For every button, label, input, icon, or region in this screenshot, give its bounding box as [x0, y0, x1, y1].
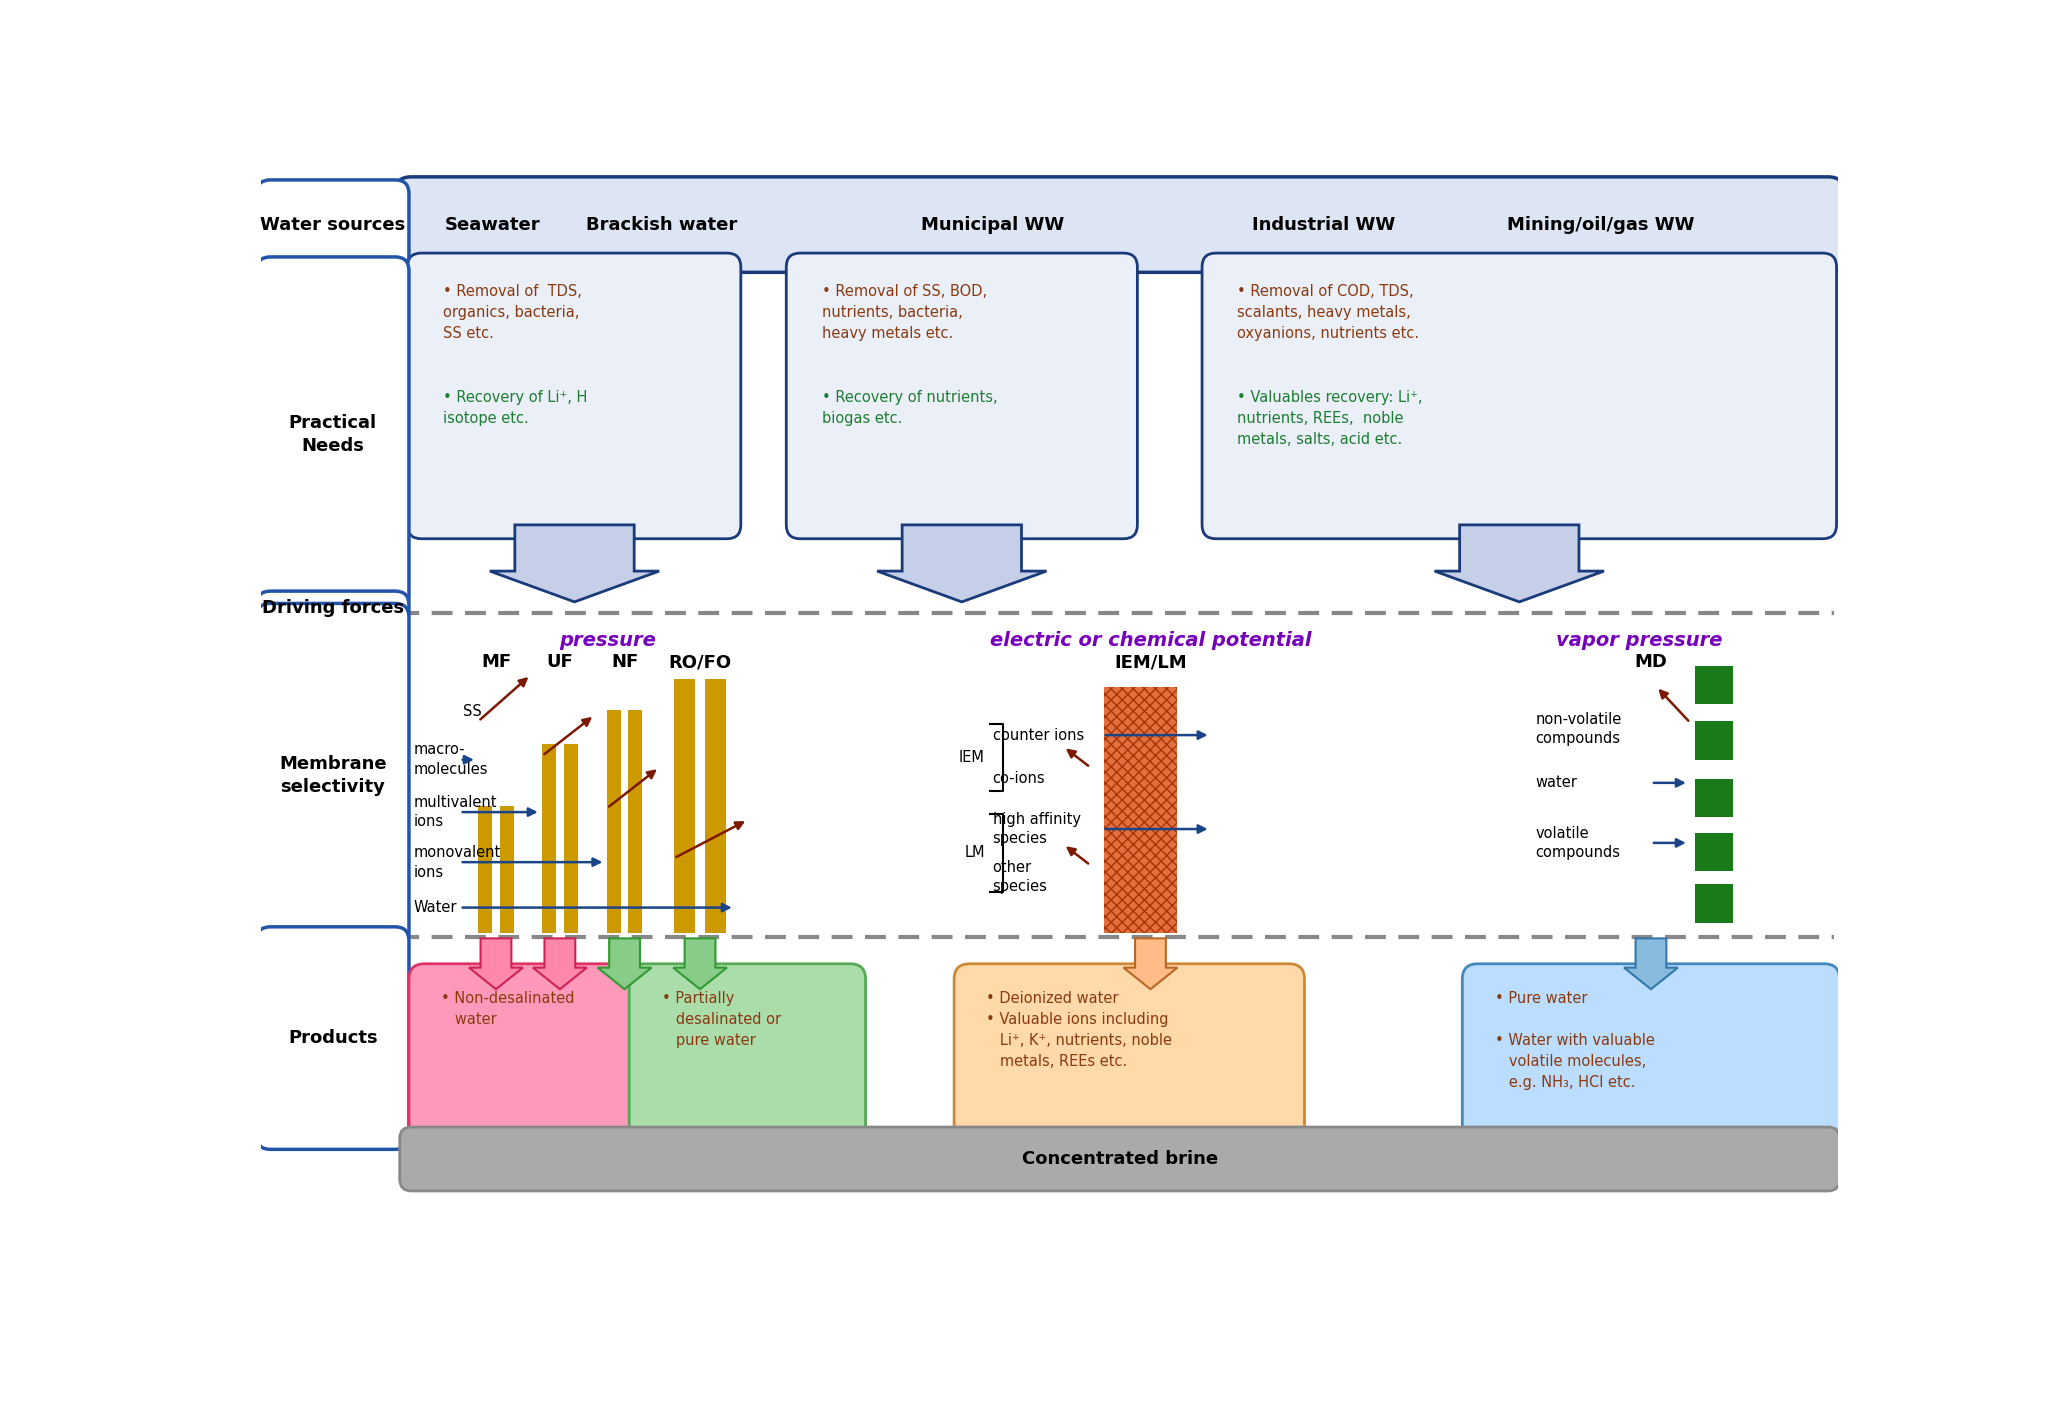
Text: Industrial WW: Industrial WW [1251, 215, 1395, 234]
Text: NF: NF [610, 653, 639, 671]
Text: • Removal of SS, BOD,
nutrients, bacteria,
heavy metals etc.: • Removal of SS, BOD, nutrients, bacteri… [821, 283, 987, 341]
Text: electric or chemical potential: electric or chemical potential [989, 632, 1311, 650]
Text: other
species: other species [993, 860, 1047, 893]
Polygon shape [1624, 939, 1677, 990]
FancyBboxPatch shape [1202, 253, 1837, 538]
FancyBboxPatch shape [954, 964, 1305, 1147]
Bar [563, 745, 578, 933]
Text: co-ions: co-ions [993, 772, 1044, 786]
Bar [1696, 721, 1733, 760]
Text: MD: MD [1634, 653, 1667, 671]
Polygon shape [469, 939, 522, 990]
Text: • Recovery of nutrients,
biogas etc.: • Recovery of nutrients, biogas etc. [821, 391, 997, 426]
Polygon shape [489, 525, 659, 602]
Polygon shape [877, 525, 1047, 602]
FancyBboxPatch shape [256, 180, 410, 269]
Polygon shape [532, 939, 588, 990]
Text: • Recovery of Li⁺, H
isotope etc.: • Recovery of Li⁺, H isotope etc. [442, 391, 588, 426]
Text: • Partially
   desalinated or
   pure water: • Partially desalinated or pure water [662, 991, 780, 1048]
Bar [674, 678, 696, 933]
Text: Seawater: Seawater [444, 215, 541, 234]
FancyBboxPatch shape [399, 1127, 1839, 1191]
Text: Driving forces: Driving forces [262, 599, 403, 616]
Text: water: water [1536, 776, 1577, 790]
Text: IEM: IEM [958, 749, 985, 765]
Text: Mining/oil/gas WW: Mining/oil/gas WW [1507, 215, 1694, 234]
Bar [1104, 687, 1178, 933]
FancyBboxPatch shape [1462, 964, 1839, 1147]
Text: multivalent
ions: multivalent ions [414, 794, 498, 830]
Text: Products: Products [289, 1029, 377, 1046]
Text: non-volatile
compounds: non-volatile compounds [1536, 712, 1622, 746]
Text: volatile
compounds: volatile compounds [1536, 826, 1620, 860]
Text: Practical
Needs: Practical Needs [289, 413, 377, 455]
Text: pressure: pressure [559, 632, 655, 650]
Bar [705, 678, 727, 933]
FancyBboxPatch shape [408, 253, 741, 538]
Text: • Removal of  TDS,
organics, bacteria,
SS etc.: • Removal of TDS, organics, bacteria, SS… [442, 283, 582, 341]
Text: Water sources: Water sources [260, 215, 406, 234]
FancyBboxPatch shape [395, 177, 1845, 272]
FancyBboxPatch shape [629, 964, 866, 1147]
Polygon shape [1434, 525, 1604, 602]
FancyBboxPatch shape [256, 590, 410, 624]
Bar [1696, 779, 1733, 817]
Bar [606, 709, 621, 933]
Bar [1104, 687, 1178, 933]
Polygon shape [598, 939, 651, 990]
Text: macro-
molecules: macro- molecules [414, 742, 487, 777]
Text: SS: SS [463, 705, 481, 719]
Bar [543, 745, 555, 933]
FancyBboxPatch shape [256, 927, 410, 1150]
Polygon shape [1124, 939, 1178, 990]
Polygon shape [674, 939, 727, 990]
Text: RO/FO: RO/FO [668, 653, 731, 671]
Text: counter ions: counter ions [993, 728, 1083, 742]
Bar [1696, 833, 1733, 871]
FancyBboxPatch shape [256, 256, 410, 612]
Bar [500, 806, 514, 933]
Text: Brackish water: Brackish water [586, 215, 737, 234]
Bar [1696, 885, 1733, 923]
Text: vapor pressure: vapor pressure [1556, 632, 1722, 650]
Bar [1696, 666, 1733, 704]
Text: Membrane
selectivity: Membrane selectivity [279, 755, 387, 796]
Text: IEM/LM: IEM/LM [1114, 653, 1186, 671]
Text: LM: LM [965, 845, 985, 861]
Text: • Valuables recovery: Li⁺,
nutrients, REEs,  noble
metals, salts, acid etc.: • Valuables recovery: Li⁺, nutrients, RE… [1237, 391, 1423, 447]
Text: Municipal WW: Municipal WW [922, 215, 1065, 234]
Text: • Non-desalinated
   water: • Non-desalinated water [440, 991, 575, 1027]
FancyBboxPatch shape [256, 603, 410, 947]
Text: Water: Water [414, 901, 457, 915]
Bar [629, 709, 643, 933]
Text: UF: UF [547, 653, 573, 671]
Text: MF: MF [481, 653, 512, 671]
Text: • Removal of COD, TDS,
scalants, heavy metals,
oxyanions, nutrients etc.: • Removal of COD, TDS, scalants, heavy m… [1237, 283, 1419, 341]
Text: • Deionized water
• Valuable ions including
   Li⁺, K⁺, nutrients, noble
   meta: • Deionized water • Valuable ions includ… [987, 991, 1171, 1069]
Text: • Pure water

• Water with valuable
   volatile molecules,
   e.g. NH₃, HCl etc.: • Pure water • Water with valuable volat… [1495, 991, 1655, 1090]
FancyBboxPatch shape [410, 964, 645, 1147]
Bar [479, 806, 492, 933]
Text: high affinity
species: high affinity species [993, 811, 1081, 847]
FancyBboxPatch shape [786, 253, 1137, 538]
Text: monovalent
ions: monovalent ions [414, 845, 502, 879]
Text: Concentrated brine: Concentrated brine [1022, 1150, 1219, 1168]
